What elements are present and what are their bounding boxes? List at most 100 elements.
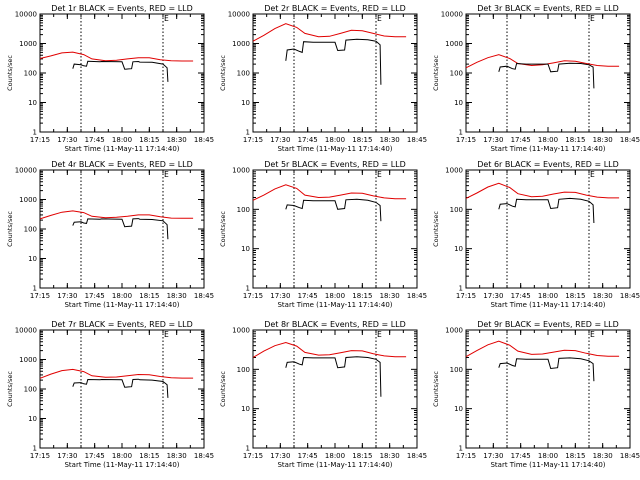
x-tick-label: 18:45 xyxy=(407,136,427,144)
x-tick-label: 18:00 xyxy=(538,292,558,300)
panel-title: Det 4r BLACK = Events, RED = LLD xyxy=(51,160,193,169)
events-series-line xyxy=(285,198,382,222)
x-axis-label: Start Time (11-May-11 17:14:40) xyxy=(490,301,605,309)
event-marker-label: E xyxy=(590,170,595,179)
event-marker-label: E xyxy=(590,14,595,23)
lld-series-line xyxy=(252,23,407,42)
y-tick-label: 1 xyxy=(246,129,250,137)
event-marker-label: E xyxy=(590,330,595,339)
x-tick-label: 18:45 xyxy=(620,452,640,460)
y-tick-label: 10000 xyxy=(228,11,250,19)
detector-panel-6: Det 6r BLACK = Events, RED = LLD 1 10 100 10… xyxy=(432,160,640,309)
events-series-line xyxy=(498,357,595,382)
x-tick-label: 18:45 xyxy=(194,136,214,144)
x-tick-label: 17:30 xyxy=(483,136,503,144)
y-tick-label: 100 xyxy=(24,386,37,394)
x-tick-label: 18:15 xyxy=(139,292,159,300)
event-marker-label: E xyxy=(164,330,169,339)
y-tick-label: 1 xyxy=(33,445,37,453)
x-tick-label: 17:15 xyxy=(243,136,263,144)
x-tick-label: 18:00 xyxy=(112,452,132,460)
y-axis-label: Counts/sec xyxy=(432,55,440,91)
y-tick-label: 10 xyxy=(241,405,250,413)
lld-series-line xyxy=(465,182,620,199)
x-tick-label: 18:00 xyxy=(112,136,132,144)
x-tick-label: 17:45 xyxy=(85,136,105,144)
y-tick-label: 1 xyxy=(459,445,463,453)
lld-series-line xyxy=(252,341,407,358)
y-tick-label: 10 xyxy=(454,99,463,107)
x-tick-label: 17:45 xyxy=(511,292,531,300)
panel-title: Det 8r BLACK = Events, RED = LLD xyxy=(264,320,406,329)
x-tick-label: 17:45 xyxy=(85,452,105,460)
x-tick-label: 18:30 xyxy=(593,292,613,300)
lld-series-line xyxy=(465,340,620,358)
y-tick-label: 1 xyxy=(246,445,250,453)
plot-frame xyxy=(39,329,205,449)
panel-title: Det 7r BLACK = Events, RED = LLD xyxy=(51,320,193,329)
x-tick-label: 18:45 xyxy=(407,292,427,300)
y-tick-label: 1 xyxy=(459,285,463,293)
y-tick-label: 10000 xyxy=(15,167,37,175)
x-tick-label: 17:30 xyxy=(57,452,77,460)
y-tick-label: 1000 xyxy=(19,196,37,204)
x-tick-label: 17:30 xyxy=(270,136,290,144)
x-axis-label: Start Time (11-May-11 17:14:40) xyxy=(490,145,605,153)
x-tick-label: 18:30 xyxy=(593,452,613,460)
x-tick-label: 18:00 xyxy=(538,452,558,460)
x-axis-label: Start Time (11-May-11 17:14:40) xyxy=(277,461,392,469)
y-tick-label: 1 xyxy=(459,129,463,137)
x-tick-label: 17:15 xyxy=(243,292,263,300)
panel-title: Det 2r BLACK = Events, RED = LLD xyxy=(264,4,406,13)
y-tick-label: 100 xyxy=(237,70,250,78)
y-tick-label: 1 xyxy=(33,285,37,293)
y-axis-label: Counts/sec xyxy=(6,55,14,91)
x-tick-label: 18:00 xyxy=(325,292,345,300)
x-axis-label: Start Time (11-May-11 17:14:40) xyxy=(490,461,605,469)
x-axis-label: Start Time (11-May-11 17:14:40) xyxy=(277,301,392,309)
x-tick-label: 18:45 xyxy=(407,452,427,460)
plot-frame xyxy=(465,13,631,133)
x-tick-label: 18:30 xyxy=(167,452,187,460)
x-tick-label: 17:15 xyxy=(243,452,263,460)
y-tick-label: 10 xyxy=(454,405,463,413)
lld-series-line xyxy=(252,184,407,201)
events-series-line xyxy=(498,62,595,89)
y-axis-label: Counts/sec xyxy=(219,55,227,91)
x-tick-label: 17:30 xyxy=(57,136,77,144)
x-tick-label: 17:45 xyxy=(511,136,531,144)
y-tick-label: 100 xyxy=(450,70,463,78)
y-tick-label: 10 xyxy=(241,245,250,253)
y-tick-label: 1000 xyxy=(232,327,250,335)
x-axis-label: Start Time (11-May-11 17:14:40) xyxy=(277,145,392,153)
event-marker-label: E xyxy=(377,14,382,23)
x-tick-label: 17:15 xyxy=(30,292,50,300)
plot-frame xyxy=(465,169,631,289)
x-axis-label: Start Time (11-May-11 17:14:40) xyxy=(64,461,179,469)
x-tick-label: 17:45 xyxy=(85,292,105,300)
x-tick-label: 17:15 xyxy=(30,136,50,144)
event-marker-label: E xyxy=(164,14,169,23)
x-tick-label: 18:30 xyxy=(167,292,187,300)
x-tick-label: 17:45 xyxy=(511,452,531,460)
y-tick-label: 10 xyxy=(454,245,463,253)
x-tick-label: 17:15 xyxy=(456,136,476,144)
x-tick-label: 18:15 xyxy=(139,452,159,460)
x-tick-label: 18:30 xyxy=(167,136,187,144)
x-tick-label: 18:00 xyxy=(538,136,558,144)
event-marker-label: E xyxy=(377,330,382,339)
x-tick-label: 18:15 xyxy=(352,292,372,300)
y-tick-label: 100 xyxy=(450,366,463,374)
y-axis-label: Counts/sec xyxy=(219,371,227,407)
x-tick-label: 17:30 xyxy=(270,452,290,460)
plot-frame xyxy=(252,13,418,133)
plot-frame xyxy=(39,13,205,133)
y-tick-label: 1000 xyxy=(445,167,463,175)
y-tick-label: 10000 xyxy=(15,11,37,19)
x-tick-label: 17:45 xyxy=(298,292,318,300)
y-tick-label: 1000 xyxy=(445,327,463,335)
y-tick-label: 1000 xyxy=(19,40,37,48)
lld-series-line xyxy=(465,54,620,69)
detector-panel-9: Det 9r BLACK = Events, RED = LLD 1 10 100 10… xyxy=(432,320,640,469)
